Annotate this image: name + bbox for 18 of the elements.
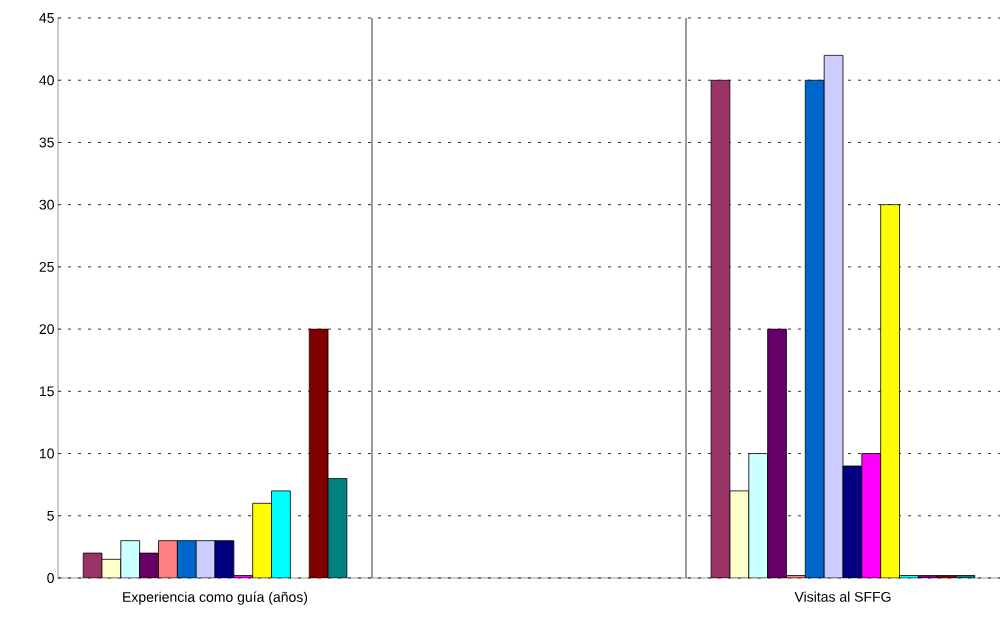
y-tick-label: 25 (39, 261, 54, 272)
y-tick-label: 20 (39, 324, 54, 335)
y-tick-label: 5 (47, 510, 54, 521)
bar (767, 328, 787, 578)
y-tick-label: 45 (39, 13, 54, 23)
y-tick-label: 0 (47, 573, 54, 583)
bar (271, 490, 291, 578)
y-tick-label: 15 (39, 386, 54, 397)
y-tick-label: 35 (39, 137, 54, 148)
bar (823, 54, 844, 578)
y-tick-label: 30 (39, 199, 54, 210)
x-tick-label: Visitas al SFFG (794, 591, 891, 602)
x-tick-label: Experiencia como guía (años) (123, 591, 308, 605)
bar (748, 453, 769, 578)
y-tick-label: 10 (39, 448, 54, 459)
bar (308, 328, 329, 578)
bar (120, 540, 141, 578)
y-tick-label: 40 (39, 75, 54, 86)
